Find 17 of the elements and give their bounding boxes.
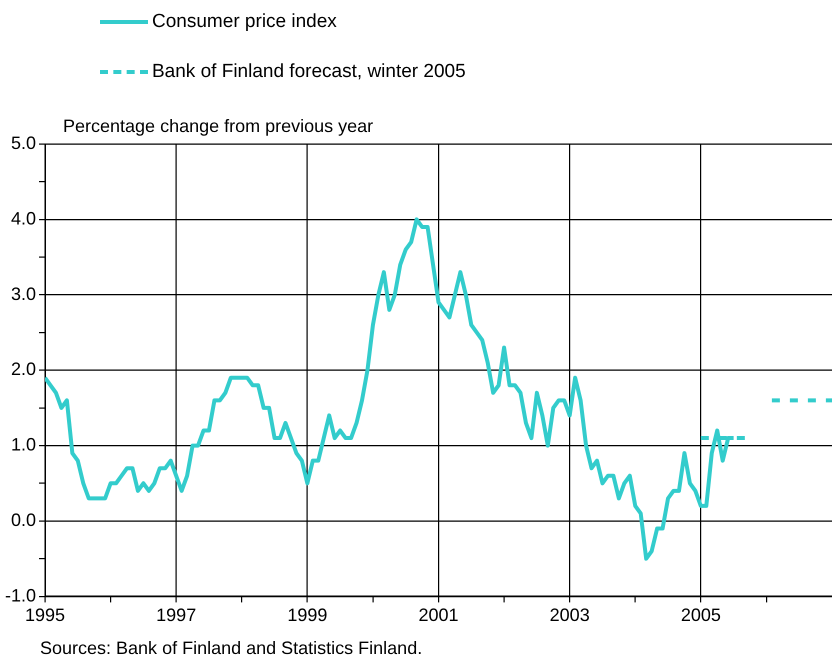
- y-tick-label: 5.0: [10, 132, 36, 153]
- source-note: Sources: Bank of Finland and Statistics Finland.: [40, 638, 422, 659]
- x-tick-label: 1997: [156, 605, 196, 626]
- legend-label: Bank of Finland forecast, winter 2005: [152, 61, 466, 83]
- y-tick-label: 3.0: [10, 284, 36, 304]
- y-axis-title: Percentage change from previous year: [63, 116, 374, 137]
- y-tick-label: 1.0: [10, 434, 36, 455]
- x-tick-label: 2001: [418, 605, 459, 626]
- y-tick-label: 0.0: [10, 510, 36, 530]
- x-tick-label: 1995: [24, 605, 66, 626]
- legend-label: Consumer price index: [152, 11, 337, 33]
- y-tick-label: 4.0: [10, 208, 36, 228]
- x-tick-label: 1999: [287, 605, 328, 626]
- y-tick-label: 2.0: [10, 359, 36, 380]
- x-tick-label: 2003: [550, 605, 590, 626]
- x-tick-label: 2005: [680, 605, 721, 626]
- y-tick-label: -1.0: [4, 585, 36, 606]
